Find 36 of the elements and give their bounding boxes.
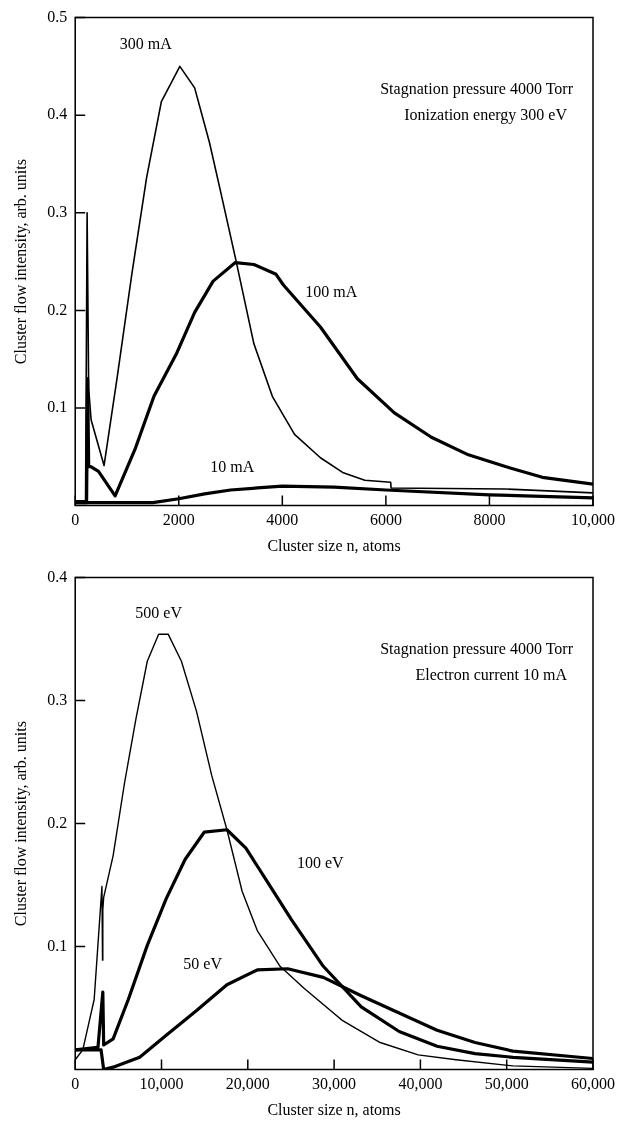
annotation: Electron current 10 mA [415,665,568,683]
series-label: 10 mA [210,458,255,476]
y-tick-label: 0.1 [47,398,68,416]
x-tick-label: 4000 [266,511,299,529]
x-tick-label: 6000 [369,511,402,529]
series-label: 500 eV [135,604,183,622]
x-tick-label: 30,000 [312,1075,357,1093]
annotation: Stagnation pressure 4000 Torr [380,639,574,658]
x-axis-title: Cluster size n, atoms [267,536,401,554]
y-tick-label: 0.2 [47,813,68,831]
x-tick-label: 8000 [473,511,506,529]
y-tick-label: 0.3 [47,690,68,708]
y-tick-label: 0.5 [47,7,68,25]
series-label: 50 eV [183,954,223,972]
x-tick-label: 60,000 [571,1075,615,1093]
y-tick-label: 0.4 [47,105,68,123]
y-tick-label: 0.1 [47,936,68,954]
y-axis-title: Cluster flow intensity, arb. units [11,721,30,927]
annotation: Ionization energy 300 eV [404,105,568,124]
x-tick-label: 20,000 [225,1075,270,1093]
series-label: 100 mA [305,282,358,300]
series-label: 100 eV [296,853,345,871]
x-tick-label: 10,000 [571,511,615,529]
y-tick-label: 0.3 [47,203,68,220]
x-tick-label: 50,000 [484,1075,529,1093]
x-tick-label: 40,000 [398,1075,443,1093]
x-tick-label: 0 [71,1075,80,1093]
series-label: 300 mA [119,34,173,52]
x-axis-title: Cluster size n, atoms [267,1100,401,1118]
y-axis-title: Cluster flow intensity, arb. units [11,159,30,365]
x-tick-label: 10,000 [139,1075,184,1093]
y-tick-label: 0.4 [47,567,68,585]
x-tick-label: 0 [71,511,80,529]
y-tick-label: 0.2 [47,300,68,318]
annotation: Stagnation pressure 4000 Torr [380,79,574,98]
x-tick-label: 2000 [162,511,195,529]
